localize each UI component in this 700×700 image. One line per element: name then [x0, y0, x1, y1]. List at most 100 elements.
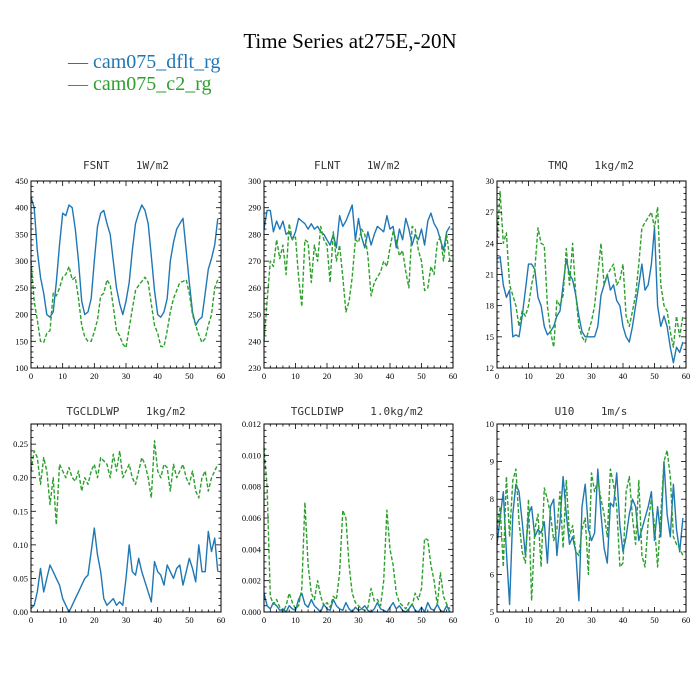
- x-tick-label: 60: [449, 615, 458, 625]
- y-tick-label: 450: [15, 176, 28, 186]
- y-tick-label: 12: [486, 363, 495, 373]
- x-tick-label: 0: [29, 615, 33, 625]
- y-tick-label: 8: [490, 494, 494, 504]
- y-tick-label: 9: [490, 457, 494, 467]
- plot-frame: [263, 423, 454, 613]
- panel-flnt: FLNT 1W/m2 0 10 20 30 40 50 60 230 240 250 260 270 2…: [248, 159, 457, 381]
- series-line-dflt: [30, 527, 219, 613]
- x-tick-label: 60: [682, 615, 691, 625]
- y-tick-label: 270: [248, 256, 261, 266]
- y-tick-label: 100: [15, 363, 28, 373]
- panel-title-u10: U10 1m/s: [555, 405, 628, 418]
- x-tick-label: 10: [58, 615, 67, 625]
- x-tick-label: 40: [386, 371, 395, 381]
- x-tick-label: 20: [323, 615, 332, 625]
- y-tick-label: 0.10: [13, 540, 28, 550]
- x-tick-label: 30: [122, 615, 131, 625]
- y-tick-label: 0.15: [13, 506, 28, 516]
- x-tick-label: 50: [185, 371, 194, 381]
- x-tick-label: 0: [262, 371, 266, 381]
- panel-u10: U10 1m/s 0 10 20 30 40 50 60 5 6 7 8 9 10: [486, 405, 691, 625]
- y-tick-label: 290: [248, 203, 261, 213]
- x-tick-label: 10: [291, 371, 300, 381]
- y-tick-label: 150: [15, 336, 28, 346]
- x-tick-label: 30: [587, 371, 596, 381]
- y-tick-label: 250: [248, 310, 261, 320]
- y-tick-label: 230: [248, 363, 261, 373]
- y-tick-label: 0.20: [13, 473, 28, 483]
- panel-tgcldlwp: TGCLDLWP 1kg/m2 0 10 20 30 40 50 60 0.00 0.05 0.1…: [13, 405, 225, 625]
- x-tick-label: 0: [495, 615, 499, 625]
- y-tick-label: 0.00: [13, 607, 28, 617]
- y-tick-label: 0.25: [13, 439, 28, 449]
- x-tick-label: 40: [619, 371, 628, 381]
- x-tick-label: 0: [495, 371, 499, 381]
- plot-frame: [30, 180, 222, 369]
- series-line-dflt: [263, 592, 451, 613]
- x-tick-label: 60: [682, 371, 691, 381]
- series-line-c2: [263, 447, 451, 613]
- y-tick-label: 5: [490, 607, 494, 617]
- x-tick-label: 20: [556, 371, 565, 381]
- x-tick-label: 50: [650, 615, 659, 625]
- y-tick-label: 400: [15, 203, 28, 213]
- x-tick-label: 40: [153, 371, 162, 381]
- x-tick-label: 10: [524, 371, 533, 381]
- series-line-c2: [30, 261, 219, 349]
- legend-entry-dflt: — cam075_dflt_rg: [67, 51, 220, 73]
- y-tick-label: 0.010: [242, 450, 261, 460]
- y-tick-label: 240: [248, 336, 261, 346]
- x-tick-label: 10: [291, 615, 300, 625]
- series-line-dflt: [30, 196, 219, 326]
- y-tick-label: 30: [486, 176, 495, 186]
- x-tick-label: 50: [650, 371, 659, 381]
- y-tick-label: 0.012: [242, 419, 261, 429]
- y-tick-label: 0.05: [13, 573, 28, 583]
- panel-title-flnt: FLNT 1W/m2: [314, 159, 400, 172]
- x-tick-label: 20: [90, 371, 99, 381]
- series-line-c2: [496, 449, 684, 602]
- x-tick-label: 40: [619, 615, 628, 625]
- legend-entry-c2: — cam075_c2_rg: [67, 73, 212, 95]
- panel-title-tmq: TMQ 1kg/m2: [548, 159, 634, 172]
- panel-tmq: TMQ 1kg/m2 0 10 20 30 40 50 60 12 15 18 21 24 27 30: [486, 159, 691, 381]
- y-tick-label: 21: [486, 270, 495, 280]
- x-tick-label: 30: [354, 615, 363, 625]
- y-tick-label: 200: [15, 310, 28, 320]
- y-tick-label: 0.004: [242, 544, 262, 554]
- y-tick-label: 24: [486, 238, 495, 248]
- series-line-c2: [30, 440, 219, 526]
- y-tick-label: 15: [486, 332, 495, 342]
- plot-frame: [496, 423, 687, 613]
- x-tick-label: 50: [185, 615, 194, 625]
- x-tick-label: 10: [524, 615, 533, 625]
- x-tick-label: 40: [153, 615, 162, 625]
- figure-title: Time Series at275E,-20N: [243, 29, 456, 53]
- y-tick-label: 300: [15, 256, 28, 266]
- panel-title-fsnt: FSNT 1W/m2: [83, 159, 169, 172]
- x-tick-label: 60: [217, 615, 226, 625]
- x-tick-label: 0: [262, 615, 266, 625]
- x-tick-label: 60: [217, 371, 226, 381]
- x-tick-label: 0: [29, 371, 33, 381]
- y-tick-label: 260: [248, 283, 261, 293]
- y-tick-label: 0.008: [242, 482, 261, 492]
- y-tick-label: 27: [486, 207, 495, 217]
- series-line-dflt: [263, 204, 451, 252]
- x-tick-label: 20: [556, 615, 565, 625]
- x-tick-label: 20: [323, 371, 332, 381]
- y-tick-label: 280: [248, 229, 261, 239]
- panel-title-tgcldlwp: TGCLDLWP 1kg/m2: [66, 405, 185, 418]
- y-tick-label: 18: [486, 301, 495, 311]
- y-tick-label: 0.000: [242, 607, 261, 617]
- y-tick-label: 7: [490, 532, 494, 542]
- panel-fsnt: FSNT 1W/m2 0 10 20 30 40 50 60 100 150 200 250 300 3…: [15, 159, 225, 381]
- x-tick-label: 60: [449, 371, 458, 381]
- y-tick-label: 350: [15, 229, 28, 239]
- x-tick-label: 50: [417, 615, 426, 625]
- y-tick-label: 300: [248, 176, 261, 186]
- x-tick-label: 50: [417, 371, 426, 381]
- series-line-c2: [263, 222, 451, 342]
- panel-title-tgcldiwp: TGCLDIWP 1.0kg/m2: [291, 405, 423, 418]
